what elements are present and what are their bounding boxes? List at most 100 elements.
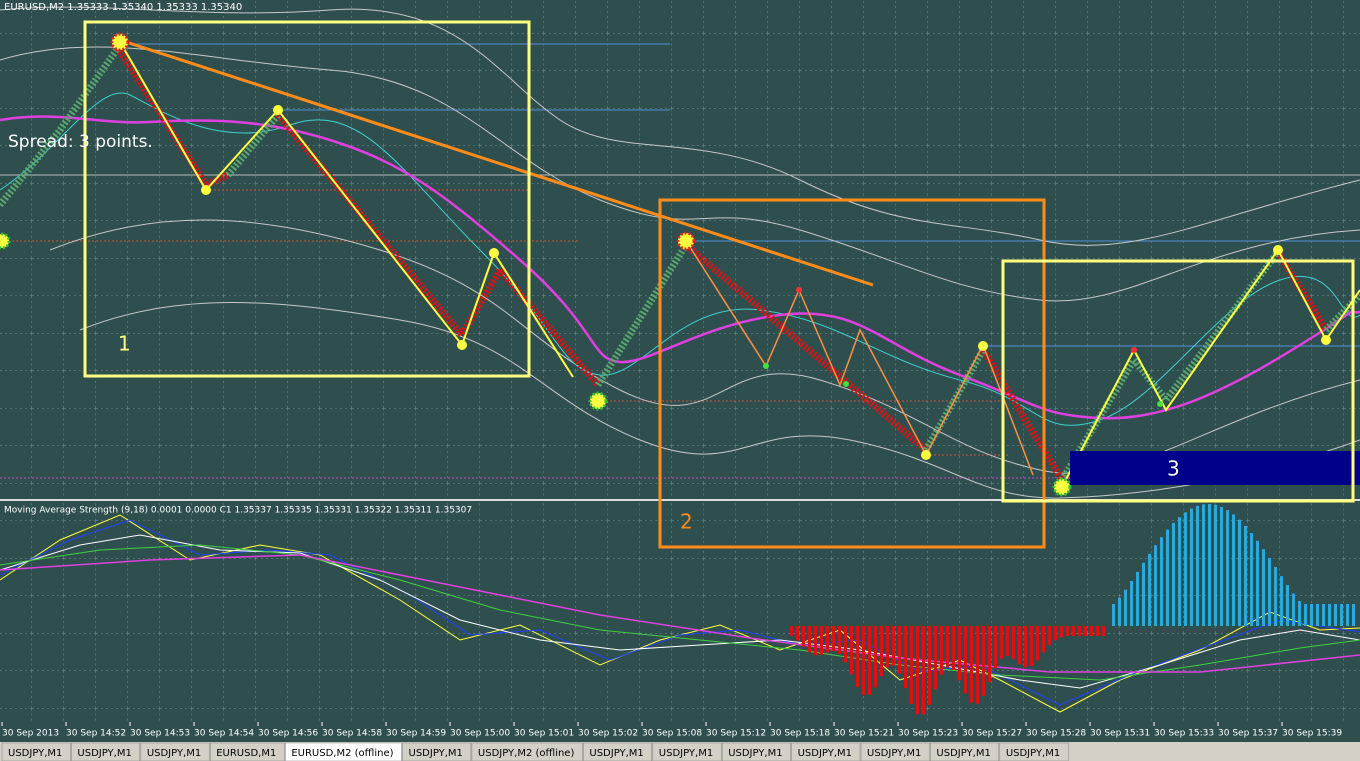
tab[interactable]: USDJPY,M1 xyxy=(721,742,791,761)
grid xyxy=(0,0,1360,498)
hist-bar xyxy=(982,626,985,696)
hist-bar xyxy=(1148,553,1151,626)
hist-bar xyxy=(1130,580,1133,626)
tab-label[interactable]: USDJPY,M1 xyxy=(867,748,921,759)
tab-label[interactable]: EURUSD,M2 (offline) xyxy=(291,748,393,759)
hist-bar xyxy=(994,626,997,669)
tabs: USDJPY,M1 USDJPY,M1 USDJPY,M1 EURUSD,M1 EURU… xyxy=(1,742,1069,761)
tab-label[interactable]: USDJPY,M1 xyxy=(77,748,131,759)
tab[interactable]: USDJPY,M1 xyxy=(140,742,210,761)
hist-bar xyxy=(946,626,949,668)
hist-bar xyxy=(1256,540,1259,626)
tab-bg xyxy=(402,742,472,761)
hist-bar xyxy=(1304,604,1307,626)
hist-bar xyxy=(970,626,973,703)
tab-label[interactable]: EURUSD,M1 xyxy=(216,748,276,759)
tab[interactable]: USDJPY,M2 (offline) xyxy=(471,742,583,761)
hist-bar xyxy=(832,626,835,652)
hist-bar xyxy=(814,626,817,656)
time-label: 30 Sep 15:23 xyxy=(898,729,958,739)
hist-bar xyxy=(1166,529,1169,626)
tab-label[interactable]: USDJPY,M1 xyxy=(8,748,62,759)
hist-bar xyxy=(1238,519,1241,626)
tab-label[interactable]: USDJPY,M1 xyxy=(409,748,463,759)
time-label: 30 Sep 14:52 xyxy=(66,729,126,739)
hist-bar xyxy=(904,626,907,689)
time-axis xyxy=(0,722,1360,742)
trendline xyxy=(119,38,874,287)
tab[interactable]: USDJPY,M1 xyxy=(1,742,71,761)
tab[interactable]: USDJPY,M1 xyxy=(71,742,141,761)
tab-label[interactable]: USDJPY,M1 xyxy=(936,748,990,759)
tab-label[interactable]: USDJPY,M1 xyxy=(798,748,852,759)
time-label: 30 Sep 15:00 xyxy=(450,729,510,739)
time-label: 30 Sep 14:58 xyxy=(322,729,382,739)
zigzag xyxy=(1061,248,1360,488)
tab[interactable]: USDJPY,M1 xyxy=(652,742,722,761)
hist-bar xyxy=(1030,626,1033,667)
hist-bar xyxy=(856,626,859,687)
hist-bar xyxy=(1220,506,1223,626)
tab-label[interactable]: USDJPY,M1 xyxy=(589,748,643,759)
hist-bar xyxy=(880,626,883,677)
hist-bar xyxy=(1316,604,1319,626)
tab[interactable]: USDJPY,M1 xyxy=(583,742,653,761)
tab-label[interactable]: USDJPY,M2 (offline) xyxy=(478,748,575,759)
bands xyxy=(0,6,1360,499)
hist-bar xyxy=(1018,626,1021,665)
hist-bar xyxy=(1124,589,1127,626)
hist-bar xyxy=(1196,505,1199,626)
tab[interactable]: USDJPY,M1 xyxy=(860,742,930,761)
hist-bar xyxy=(1084,626,1087,636)
hist-bar xyxy=(886,626,889,668)
tab-bg xyxy=(1,742,71,761)
hist-bar xyxy=(976,626,979,704)
hist-bar xyxy=(1078,626,1081,636)
hist-bar xyxy=(1322,604,1325,626)
tab[interactable]: EURUSD,M2 (offline) xyxy=(285,742,402,761)
tab-label[interactable]: USDJPY,M1 xyxy=(659,748,713,759)
hist-bar xyxy=(916,626,919,715)
tab[interactable]: EURUSD,M1 xyxy=(209,742,285,761)
hist-bar xyxy=(1090,626,1093,636)
zigzag xyxy=(119,41,574,378)
hist-bar xyxy=(1262,549,1265,626)
hist-bar xyxy=(1340,604,1343,626)
tab-bg xyxy=(721,742,791,761)
hist-bar xyxy=(1286,585,1289,626)
hist-bar xyxy=(850,626,853,675)
hist-bar xyxy=(922,626,925,715)
tab-label[interactable]: USDJPY,M1 xyxy=(147,748,201,759)
hist-bar xyxy=(1136,571,1139,626)
hist-bar xyxy=(874,626,877,688)
box-label: 1 xyxy=(118,332,131,356)
hist-bar xyxy=(1334,604,1337,626)
hist-bar xyxy=(1268,557,1271,626)
hist-bar xyxy=(1102,626,1105,636)
hist-bar xyxy=(796,626,799,641)
hist-bar xyxy=(790,626,793,636)
hist-bar xyxy=(808,626,811,653)
hist-bar xyxy=(1244,525,1247,626)
tab-label[interactable]: USDJPY,M1 xyxy=(728,748,782,759)
tab[interactable]: USDJPY,M1 xyxy=(791,742,861,761)
hist-bar xyxy=(868,626,871,695)
hist-bar xyxy=(1232,514,1235,626)
hist-bar xyxy=(928,626,931,705)
hist-bar xyxy=(1346,604,1349,626)
hist-bar xyxy=(1298,601,1301,626)
hist-bar xyxy=(802,626,805,647)
time-label: 30 Sep 2013 xyxy=(2,729,59,739)
tab[interactable]: USDJPY,M1 xyxy=(999,742,1069,761)
tab[interactable]: USDJPY,M1 xyxy=(930,742,1000,761)
tab-bg xyxy=(583,742,653,761)
hist-bar xyxy=(1048,626,1051,646)
tab-label[interactable]: USDJPY,M1 xyxy=(1006,748,1060,759)
hist-bar xyxy=(1024,626,1027,668)
time-label: 30 Sep 15:02 xyxy=(578,729,638,739)
tab[interactable]: USDJPY,M1 xyxy=(402,742,472,761)
hist-bar xyxy=(964,626,967,694)
time-label: 30 Sep 15:18 xyxy=(770,729,830,739)
hist-bar xyxy=(862,626,865,695)
